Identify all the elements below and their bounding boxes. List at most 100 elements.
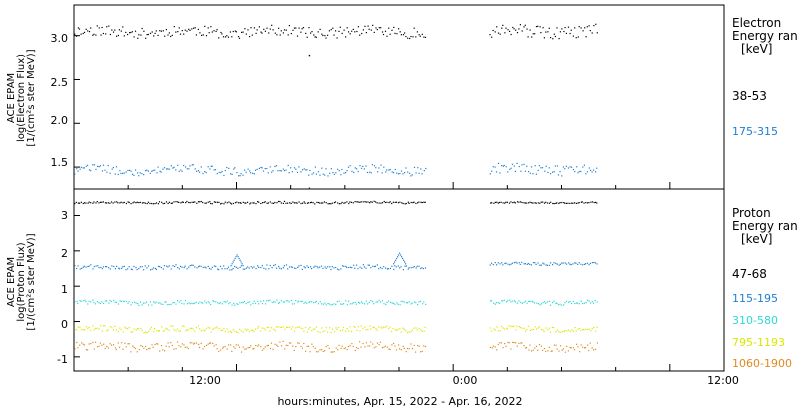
data-point [348,266,350,269]
data-point [274,201,276,204]
data-point [345,172,347,174]
data-point [174,265,176,268]
data-point [196,267,198,269]
data-point [528,300,530,302]
data-point [392,201,394,203]
data-point [528,349,530,351]
data-point [247,347,249,349]
data-point [511,163,513,165]
data-point [176,341,179,343]
data-point [543,348,546,350]
data-point [285,29,287,31]
data-point [574,27,576,29]
data-point [101,301,103,303]
data-point [191,302,193,304]
data-point [379,266,381,269]
data-point [170,202,172,204]
data-point [319,202,321,204]
data-point [146,169,148,171]
data-point [189,265,191,267]
data-point [266,345,268,347]
data-point [510,263,512,265]
data-point [561,331,563,333]
data-point [209,168,211,170]
data-point [523,163,525,165]
data-point [168,329,170,331]
data-point [149,202,151,205]
data-point [413,27,415,29]
data-point [550,37,552,39]
data-point [131,173,134,175]
data-point [497,302,499,304]
data-point [108,25,110,27]
data-point [167,304,169,306]
data-point [404,203,406,205]
data-point [335,30,337,32]
data-point [207,201,209,203]
data-point [526,165,528,167]
data-point [502,264,504,266]
data-point [198,346,201,349]
data-point [391,171,393,173]
data-point [284,348,286,350]
data-point [393,268,395,271]
data-point [74,348,76,350]
data-point [279,267,281,269]
data-point [569,346,571,349]
data-point [575,37,577,39]
data-point [513,28,515,30]
data-point [351,170,353,172]
data-point [370,29,372,31]
data-point [315,36,317,38]
data-point [595,23,597,25]
data-point [372,326,374,329]
data-point [211,203,213,205]
data-point [346,304,348,306]
data-point [556,202,558,204]
data-point [255,344,257,347]
data-point [369,202,371,204]
data-point [125,327,127,329]
data-point [146,203,148,205]
data-point [173,348,175,350]
data-point [535,26,538,28]
data-point [177,31,179,33]
data-point [248,331,250,333]
data-point [515,261,517,263]
data-point [580,329,582,331]
data-point [194,266,196,268]
data-point [136,351,138,353]
data-point [543,37,545,39]
data-point [424,201,426,203]
data-point [277,200,280,203]
data-point [367,329,369,331]
data-point [230,203,233,205]
data-point [117,34,119,37]
data-point [569,263,571,265]
data-point [160,171,162,173]
data-point [258,344,260,346]
data-point [537,169,539,171]
data-point [90,343,92,345]
data-point [230,173,232,175]
data-point [570,347,572,349]
data-point [537,303,539,305]
data-point [553,33,555,35]
data-point [380,301,382,303]
data-point [280,30,282,32]
data-point [571,202,573,204]
data-point [306,302,308,304]
data-point [189,29,191,31]
data-point [364,25,366,27]
legend-title: Energy ran [732,29,798,43]
data-point [593,169,595,171]
data-point [141,173,143,175]
data-point [563,202,565,204]
data-point [418,265,420,267]
data-point [222,347,224,349]
data-point [189,165,191,167]
data-point [110,201,113,203]
data-point [232,268,234,270]
data-point [561,175,563,177]
data-point [106,266,108,268]
